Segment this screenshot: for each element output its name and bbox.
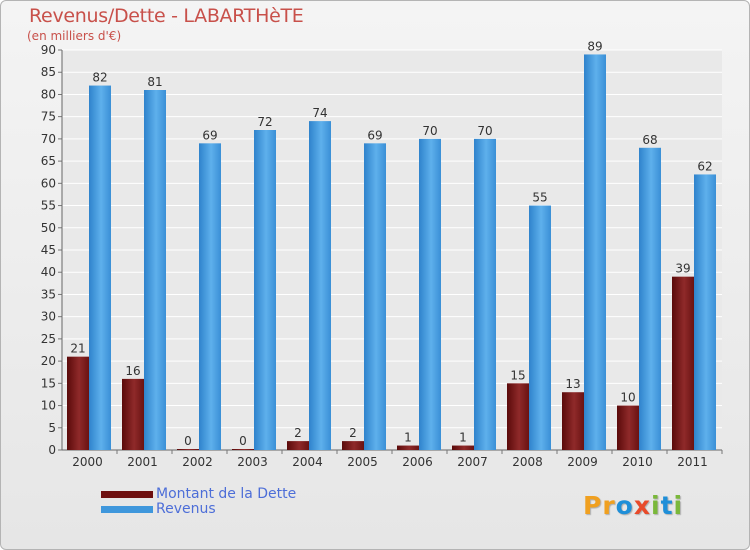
- x-tick-label: 2005: [347, 455, 378, 469]
- y-tick-label: 20: [41, 354, 56, 368]
- x-tick-label: 2002: [182, 455, 213, 469]
- data-label-dette: 39: [675, 262, 690, 276]
- logo-letter: o: [615, 491, 634, 520]
- y-tick-label: 10: [41, 399, 56, 413]
- y-tick-label: 90: [41, 43, 56, 57]
- x-tick-label: 2007: [457, 455, 488, 469]
- logo-letter: P: [583, 491, 603, 520]
- y-tick-label: 65: [41, 154, 56, 168]
- data-label-dette: 21: [70, 342, 85, 356]
- y-tick-label: 45: [41, 243, 56, 257]
- y-tick-label: 70: [41, 132, 56, 146]
- data-label-revenus: 62: [697, 159, 712, 173]
- bar-revenus: [254, 130, 276, 450]
- data-label-dette: 10: [620, 391, 635, 405]
- data-label-revenus: 69: [367, 128, 382, 142]
- x-tick-label: 2008: [512, 455, 543, 469]
- y-tick-label: 80: [41, 87, 56, 101]
- chart-title: Revenus/Dette - LABARTHèTE: [29, 5, 304, 27]
- bar-dette: [507, 383, 529, 450]
- data-label-revenus: 70: [477, 124, 492, 138]
- y-tick-label: 60: [41, 176, 56, 190]
- bar-revenus: [419, 138, 441, 450]
- data-label-revenus: 81: [147, 75, 162, 89]
- data-label-revenus: 74: [312, 106, 327, 120]
- data-label-dette: 15: [510, 368, 525, 382]
- bar-revenus: [694, 174, 716, 450]
- bar-revenus: [529, 205, 551, 450]
- x-tick-label: 2004: [292, 455, 323, 469]
- bar-revenus: [89, 85, 111, 451]
- x-tick-label: 2003: [237, 455, 268, 469]
- x-tick-label: 2000: [72, 455, 103, 469]
- bar-dette: [452, 445, 474, 450]
- bar-dette: [617, 405, 639, 450]
- legend-swatch-revenus: [101, 506, 153, 513]
- x-tick-label: 2001: [127, 455, 158, 469]
- legend-swatch-dette: [101, 491, 153, 498]
- bar-dette: [562, 392, 584, 450]
- y-tick-label: 40: [41, 265, 56, 279]
- y-tick-label: 5: [48, 421, 56, 435]
- legend-label-dette: Montant de la Dette: [156, 486, 297, 502]
- data-label-revenus: 70: [422, 124, 437, 138]
- y-tick-label: 50: [41, 221, 56, 235]
- data-label-revenus: 68: [642, 133, 657, 147]
- bar-revenus: [199, 143, 221, 451]
- bar-revenus: [639, 147, 661, 450]
- data-label-dette: 1: [459, 431, 467, 445]
- y-tick-label: 75: [41, 110, 56, 124]
- bar-dette: [287, 441, 309, 450]
- data-label-revenus: 69: [202, 128, 217, 142]
- bar-dette: [177, 449, 199, 450]
- data-label-dette: 0: [239, 434, 247, 448]
- bar-dette: [342, 441, 364, 450]
- data-label-dette: 2: [294, 426, 302, 440]
- legend-label-revenus: Revenus: [156, 501, 216, 517]
- x-tick-label: 2006: [402, 455, 433, 469]
- bar-dette: [397, 445, 419, 450]
- x-tick-label: 2009: [567, 455, 598, 469]
- y-tick-label: 85: [41, 65, 56, 79]
- data-label-revenus: 72: [257, 115, 272, 129]
- logo-letter: i: [673, 491, 684, 520]
- bar-revenus: [144, 90, 166, 450]
- bar-revenus: [309, 121, 331, 450]
- y-tick-label: 30: [41, 310, 56, 324]
- y-tick-label: 35: [41, 287, 56, 301]
- data-label-revenus: 89: [587, 39, 602, 53]
- bar-dette: [67, 356, 89, 450]
- data-label-revenus: 55: [532, 191, 547, 205]
- logo-letter: r: [602, 491, 616, 520]
- data-label-dette: 0: [184, 434, 192, 448]
- x-tick-label: 2010: [622, 455, 653, 469]
- bar-dette: [672, 276, 694, 450]
- bar-revenus: [584, 54, 606, 450]
- bar-dette: [232, 449, 254, 450]
- logo-letter: t: [660, 491, 674, 520]
- bar-revenus: [474, 138, 496, 450]
- y-tick-label: 15: [41, 376, 56, 390]
- data-label-dette: 13: [565, 377, 580, 391]
- bar-dette: [122, 378, 144, 450]
- data-label-dette: 16: [125, 364, 140, 378]
- x-tick-label: 2011: [677, 455, 708, 469]
- y-tick-label: 25: [41, 332, 56, 346]
- logo-letter: i: [651, 491, 661, 520]
- proxiti-logo: Proxiti: [583, 491, 683, 520]
- y-tick-label: 55: [41, 199, 56, 213]
- data-label-revenus: 82: [92, 71, 107, 85]
- bar-revenus: [364, 143, 386, 451]
- y-tick-label: 0: [48, 443, 56, 457]
- data-label-dette: 2: [349, 426, 357, 440]
- chart-subtitle: (en milliers d'€): [27, 29, 122, 43]
- data-label-dette: 1: [404, 431, 412, 445]
- logo-letter: x: [633, 491, 651, 520]
